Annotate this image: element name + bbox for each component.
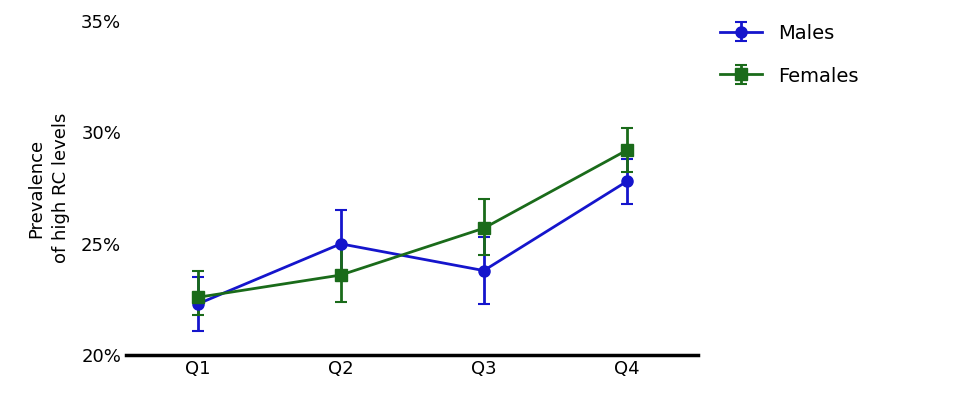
Y-axis label: Prevalence
of high RC levels: Prevalence of high RC levels — [27, 113, 70, 263]
Legend: Males, Females: Males, Females — [719, 24, 858, 86]
